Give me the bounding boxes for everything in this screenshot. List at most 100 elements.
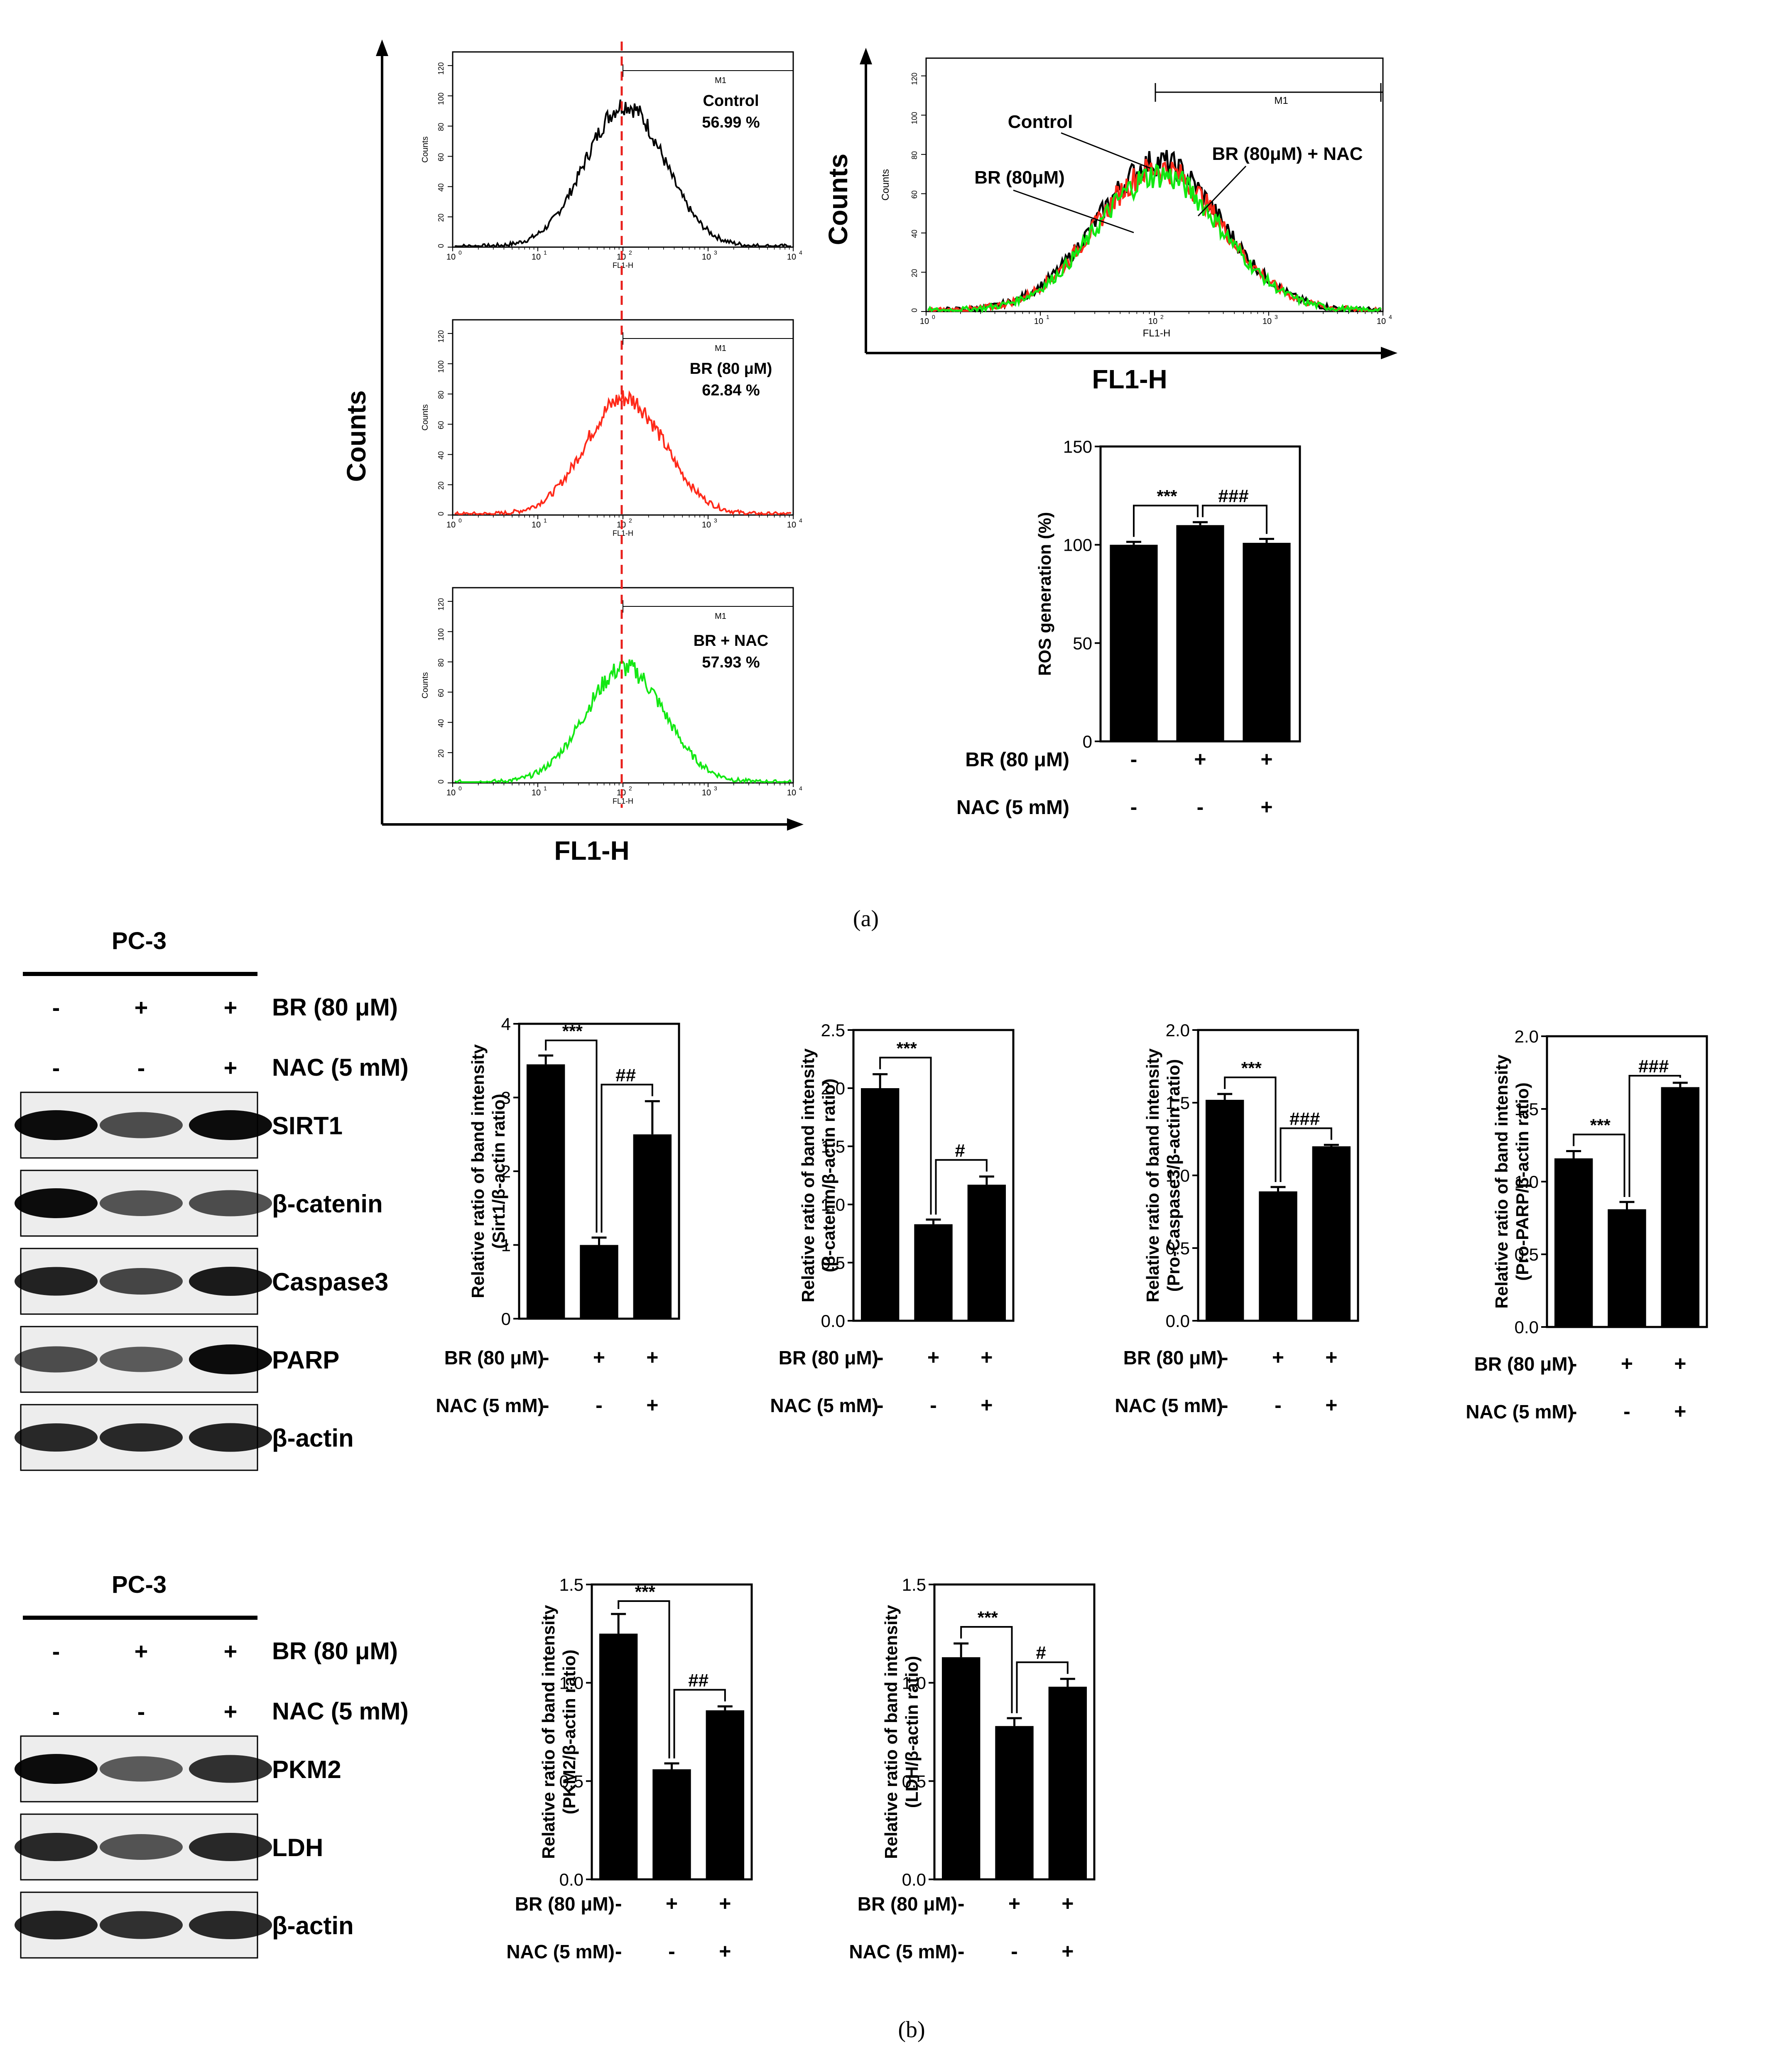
y-tick-label: 2.5	[821, 1020, 845, 1040]
bar-br	[1176, 525, 1224, 741]
treatment-label-br: BR (80 μM)	[1123, 1347, 1223, 1369]
lane-sign-nac: -	[52, 1055, 60, 1081]
treatment-sign-br: +	[646, 1346, 658, 1369]
histogram-3-xtick-label: 10	[446, 788, 456, 797]
histogram-2-xtick-exp: 2	[629, 517, 632, 524]
y-axis-label: Relative ratio of band intensity	[468, 1044, 488, 1298]
treatment-sign-br: -	[615, 1892, 622, 1915]
blot-band	[189, 1110, 272, 1140]
significance-bracket	[1016, 1661, 1069, 1713]
histogram-y-label: Counts	[421, 404, 430, 430]
histogram-1-xtick-label: 10	[446, 253, 456, 262]
overlay-xtick-exp: 4	[1389, 314, 1392, 320]
significance-marker: ***	[1157, 486, 1177, 506]
treatment-label-nac: NAC (5 mM)	[1466, 1401, 1574, 1423]
bar-control	[1110, 544, 1158, 741]
histogram-1-xtick-exp: 4	[799, 249, 802, 256]
bar-chart-2: 0 1 2 3 4 Relative ratio of band intensity (Si…	[436, 1014, 680, 1417]
histogram-1-xtick-label: 10	[702, 253, 711, 262]
y-tick-label: 100	[1063, 535, 1092, 555]
lane-sign-br: -	[52, 994, 60, 1020]
significance-marker: ###	[1638, 1056, 1669, 1077]
flow-outer-x-label: FL1-H	[554, 836, 629, 866]
blot-band	[189, 1267, 272, 1296]
histogram-3-xtick-exp: 2	[629, 785, 632, 792]
treatment-label-br: BR (80 μM)	[779, 1347, 878, 1369]
panel-label-b: (b)	[898, 2017, 925, 2043]
blot-row-actin: β-actin	[15, 1891, 354, 1959]
treatment-sign-br: +	[981, 1346, 993, 1369]
y-tick-label: 0	[1083, 732, 1092, 751]
significance-marker: ###	[1218, 486, 1248, 506]
y-tick-label: 1.0	[821, 1195, 845, 1214]
blot-band	[189, 1344, 272, 1374]
y-axis-label: ROS generation (%)	[1035, 512, 1054, 676]
lane-sign-br: -	[52, 1638, 60, 1664]
treatment-label-br: BR (80 μM)	[858, 1893, 957, 1915]
treatment-sign-br: +	[719, 1892, 731, 1915]
histogram-sample-label: Control	[703, 92, 759, 110]
overlay-ytick-label: 20	[910, 269, 919, 277]
histogram-1: 020406080100120100101102103104CountsFL1-…	[421, 51, 802, 270]
blot-br-label: BR (80 μM)	[272, 994, 398, 1021]
treatment-sign-br: +	[1008, 1892, 1020, 1915]
histogram-3-xtick-label: 10	[702, 788, 711, 797]
histogram-3-xtick-label: 10	[532, 788, 541, 797]
treatment-sign-br: +	[1674, 1352, 1686, 1375]
y-tick-label: 0.5	[1515, 1245, 1539, 1264]
y-tick-label: 1.0	[1166, 1166, 1190, 1185]
treatment-sign-nac: +	[1674, 1400, 1686, 1423]
treatment-sign-br: -	[958, 1892, 965, 1915]
significance-marker: ***	[978, 1608, 998, 1627]
treatment-sign-nac: +	[1061, 1940, 1074, 1963]
overlay-ytick-label: 60	[910, 190, 919, 199]
treatment-sign-br: +	[1194, 748, 1206, 771]
histogram-1-ytick-label: 20	[437, 213, 445, 222]
blot-set-bottom: PC-3 - - + - + + BR (80 μM) NAC (5 mM) PKM2 LDH β-a…	[15, 1571, 409, 1959]
significance-bracket	[935, 1159, 988, 1215]
blot-row-label: PARP	[272, 1346, 339, 1374]
histogram-1-ytick-label: 60	[437, 153, 445, 161]
bar-br	[914, 1224, 953, 1321]
histogram-3-ytick-label: 120	[437, 598, 445, 611]
treatment-sign-nac: -	[1130, 795, 1137, 819]
y-tick-label: 0.0	[821, 1311, 845, 1331]
histogram-sample-label: BR + NAC	[694, 632, 769, 650]
flow-outer-axes: Counts FL1-H	[341, 39, 804, 866]
y-axis-label: Relative ratio of band intensity	[1492, 1055, 1511, 1309]
histogram-3-xtick-label: 10	[787, 788, 796, 797]
histogram-2-xtick-label: 10	[787, 520, 796, 530]
bar-br-nac	[633, 1134, 672, 1319]
y-tick-label: 1.5	[559, 1575, 583, 1594]
significance-marker: #	[1036, 1643, 1046, 1663]
y-tick-label: 1.5	[821, 1137, 845, 1156]
bar-control	[860, 1088, 900, 1321]
treatment-sign-br: +	[1621, 1352, 1633, 1375]
y-tick-label: 50	[1073, 633, 1092, 653]
blot-band	[189, 1755, 272, 1783]
bar-control	[1205, 1100, 1244, 1321]
histogram-curve	[454, 659, 792, 784]
histogram-x-label: FL1-H	[613, 797, 633, 805]
overlay-xtick-exp: 2	[1160, 314, 1164, 320]
treatment-sign-br: -	[1130, 748, 1137, 771]
bar-chart-1: 0 50 100 150 ROS generation (%) *** ### BR (80 …	[956, 437, 1301, 819]
y-tick-label: 1.5	[902, 1575, 926, 1594]
overlay-ytick-label: 100	[910, 112, 919, 124]
significance-bracket	[1628, 1075, 1681, 1197]
treatment-sign-nac: -	[877, 1393, 884, 1417]
lane-sign-br: +	[224, 994, 238, 1020]
blot-br-label: BR (80 μM)	[272, 1638, 398, 1665]
significance-bracket	[618, 1600, 670, 1759]
treatment-label-br: BR (80 μM)	[1474, 1353, 1574, 1375]
histogram-curve	[454, 390, 792, 515]
blot-row-pkm2: PKM2	[15, 1735, 341, 1803]
overlay-curve	[927, 163, 1382, 314]
bar-br-nac	[1048, 1687, 1087, 1879]
y-tick-label: 0.5	[902, 1771, 926, 1791]
overlay-x-label: FL1-H	[1092, 364, 1167, 394]
overlay-xtick-label: 10	[920, 317, 929, 326]
y-axis-label: (PKM2/β-actin ratio)	[559, 1650, 579, 1815]
histogram-percent: 62.84 %	[702, 382, 760, 399]
